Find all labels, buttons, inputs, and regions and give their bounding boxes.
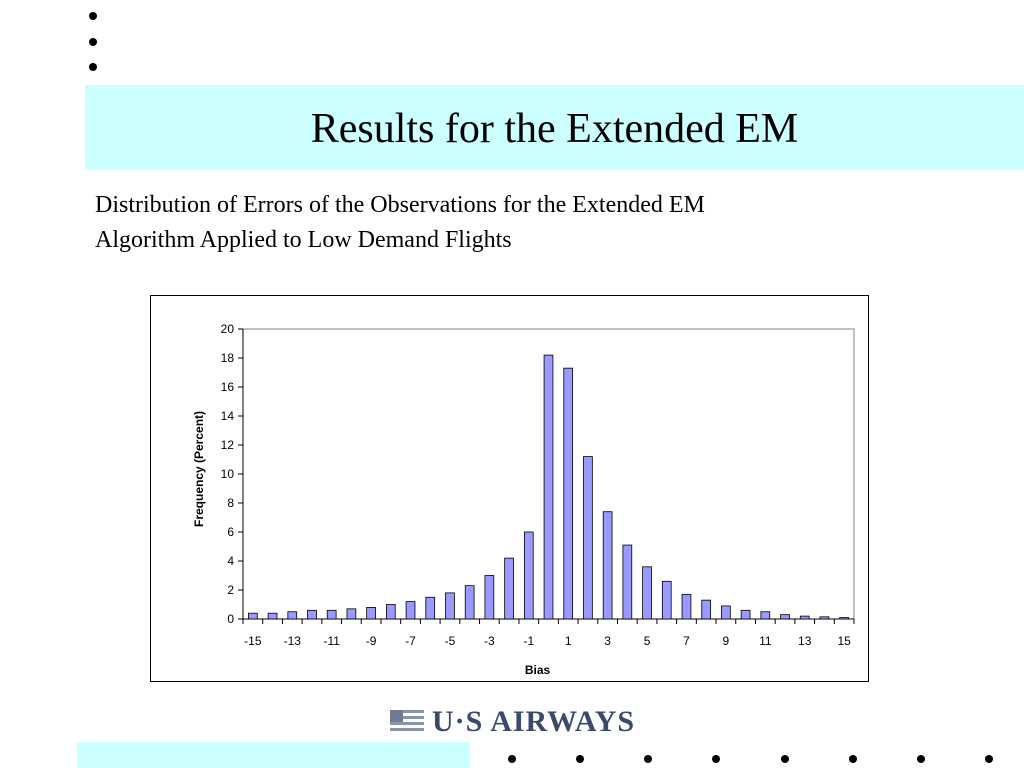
bar-bias--6 bbox=[425, 596, 436, 620]
y-tick-label: 4 bbox=[227, 554, 234, 568]
chart-caption: Distribution of Errors of the Observatio… bbox=[95, 188, 855, 258]
x-tick-label: -15 bbox=[244, 634, 262, 648]
bar-bias-10 bbox=[740, 609, 751, 620]
chart-caption-line-2: Algorithm Applied to Low Demand Flights bbox=[95, 227, 512, 253]
y-tick-label: 20 bbox=[221, 322, 235, 336]
slide-title: Results for the Extended EM bbox=[310, 106, 799, 152]
bar-bias-12 bbox=[780, 614, 790, 620]
bar-bias-2 bbox=[583, 456, 593, 620]
x-tick-label: -5 bbox=[445, 634, 456, 648]
y-tick-label: 18 bbox=[221, 351, 235, 365]
bar-bias-4 bbox=[622, 544, 633, 620]
y-tick-label: 6 bbox=[227, 525, 234, 539]
top-bullet-dot bbox=[89, 38, 97, 46]
y-tick-label: 14 bbox=[221, 409, 235, 423]
x-tick-label: -3 bbox=[484, 634, 495, 648]
bar-bias--13 bbox=[287, 611, 298, 620]
x-tick-label: -13 bbox=[284, 634, 302, 648]
y-tick-label: 2 bbox=[227, 583, 234, 597]
logo-text: U·S AIRWAYS bbox=[432, 705, 636, 738]
bar-bias--11 bbox=[326, 609, 337, 620]
bar-bias-3 bbox=[602, 511, 613, 620]
bar-bias--5 bbox=[445, 592, 455, 620]
bar-bias-9 bbox=[721, 605, 731, 620]
y-axis-label: Frequency (Percent) bbox=[192, 411, 206, 527]
chart-caption-line-1: Distribution of Errors of the Observatio… bbox=[95, 192, 705, 218]
bottom-bullet-dot bbox=[576, 755, 584, 763]
bottom-bullet-dot bbox=[917, 755, 925, 763]
x-tick-label: 3 bbox=[604, 634, 611, 648]
bottom-bullet-dot bbox=[644, 755, 652, 763]
x-tick-label: 5 bbox=[644, 634, 651, 648]
x-tick-label: 9 bbox=[723, 634, 730, 648]
x-tick-label: 7 bbox=[683, 634, 690, 648]
bar-bias--8 bbox=[385, 604, 396, 620]
bar-bias--2 bbox=[504, 557, 514, 620]
bar-bias-6 bbox=[661, 580, 672, 620]
bar-bias--3 bbox=[484, 575, 495, 620]
bar-bias-15 bbox=[839, 617, 849, 620]
y-tick-label: 10 bbox=[221, 467, 235, 481]
bar-bias-0 bbox=[543, 354, 554, 620]
bar-bias--7 bbox=[405, 601, 416, 620]
bar-bias-7 bbox=[681, 593, 692, 620]
bar-bias--10 bbox=[346, 608, 357, 620]
x-axis-label: Bias bbox=[525, 663, 551, 677]
x-tick-label: -7 bbox=[405, 634, 416, 648]
bar-bias--1 bbox=[523, 531, 534, 620]
bar-bias--9 bbox=[366, 606, 376, 620]
bottom-bullet-dot bbox=[849, 755, 857, 763]
title-band bbox=[85, 85, 1024, 170]
top-bullet-dot bbox=[89, 63, 97, 71]
bottom-band bbox=[77, 742, 470, 768]
chart-frame: 0 2 4 6 8 10 12 14 16 18 20 -15 -13 -11 -9 -7 -5 -3 -1 1 3 5 7… bbox=[150, 295, 869, 682]
bar-bias-1 bbox=[563, 367, 574, 620]
x-tick-label: 15 bbox=[837, 634, 851, 648]
flag-stripes-icon bbox=[390, 710, 424, 731]
bar-bias--15 bbox=[248, 612, 258, 620]
bottom-bullet-dot bbox=[781, 755, 789, 763]
bottom-bullet-dot bbox=[985, 755, 993, 763]
x-tick-label: 11 bbox=[759, 634, 772, 648]
x-tick-label: 1 bbox=[565, 634, 572, 648]
bar-bias--4 bbox=[464, 585, 475, 620]
x-tick-label: -9 bbox=[366, 634, 377, 648]
y-tick-label: 0 bbox=[227, 612, 234, 626]
bar-bias--14 bbox=[267, 612, 278, 620]
top-bullet-dot bbox=[89, 12, 97, 20]
x-tick-label: -1 bbox=[523, 634, 534, 648]
us-airways-logo: U·S AIRWAYS bbox=[390, 705, 640, 739]
bottom-bullet-dot bbox=[508, 755, 516, 763]
x-tick-label: -11 bbox=[323, 634, 340, 648]
y-tick-label: 8 bbox=[227, 496, 234, 510]
bar-bias--12 bbox=[307, 609, 317, 620]
bar-bias-11 bbox=[760, 611, 771, 620]
bar-bias-14 bbox=[819, 616, 830, 620]
bottom-bullet-dot bbox=[712, 755, 720, 763]
y-tick-label: 16 bbox=[221, 380, 235, 394]
bar-bias-5 bbox=[642, 566, 652, 620]
y-tick-label: 12 bbox=[221, 438, 235, 452]
bar-bias-13 bbox=[799, 615, 810, 620]
x-tick-label: 13 bbox=[798, 634, 812, 648]
bar-bias-8 bbox=[701, 599, 712, 620]
